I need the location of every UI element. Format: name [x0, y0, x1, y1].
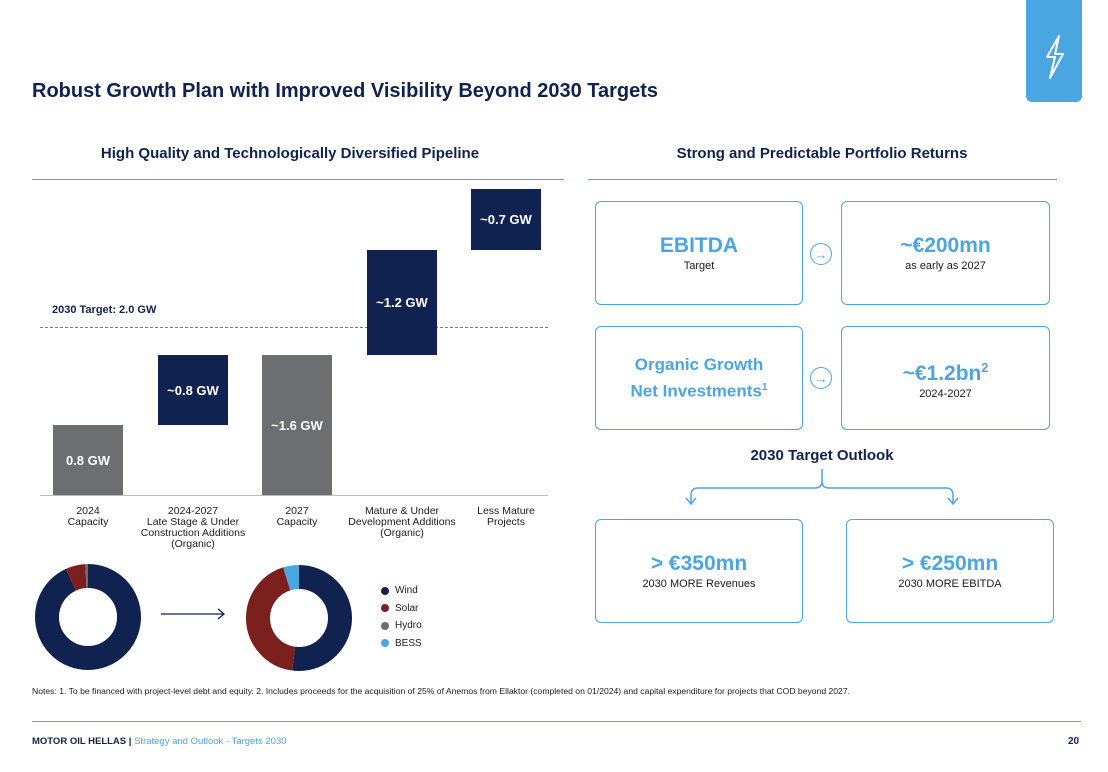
revenues-value: > €350mn [650, 552, 748, 575]
waterfall-bar-label-2: ~1.6 GW [271, 417, 323, 433]
outlook-title: 2030 Target Outlook [750, 447, 894, 464]
returns-section-title: Strong and Predictable Portfolio Returns [676, 145, 968, 162]
footer-rule [32, 721, 1081, 722]
investments-value-box: ~€1.2bn2 2024-2027 [841, 326, 1050, 430]
legend-dot-solar [381, 604, 389, 613]
ebitda-title: EBITDA [659, 234, 739, 257]
donut-legend: Wind Solar Hydro BESS [381, 582, 422, 652]
footer-separator: | [126, 736, 135, 747]
arrow-right-icon [161, 608, 226, 620]
chart-baseline [40, 495, 548, 496]
donut-slice-hydro [35, 564, 141, 670]
waterfall-bar-4: ~0.7 GW [471, 188, 541, 250]
investments-title-line2: Net Investments1 [630, 381, 768, 401]
lightning-icon [1046, 35, 1064, 79]
waterfall-bar-label-3: ~1.2 GW [376, 295, 428, 310]
legend-dot-hydro [381, 621, 389, 630]
notes: Notes: 1. To be financed with project-le… [32, 686, 850, 696]
waterfall-category-label-2: 2027 Capacity [276, 505, 318, 528]
donut-slice-wind [35, 564, 141, 670]
page-title: Robust Growth Plan with Improved Visibil… [32, 80, 659, 102]
waterfall-bar-label-0: 0.8 GW [65, 452, 111, 468]
donut-2024 [34, 563, 142, 676]
ebitda-2030-box: > €250mn 2030 MORE EBITDA [846, 519, 1054, 623]
footnote-1: 1 [761, 382, 768, 394]
ebitda-box: EBITDA Target [595, 201, 803, 305]
donut-arrow [160, 604, 228, 629]
ebitda-value-box: ~€200mn as early as 2027 [841, 201, 1050, 305]
waterfall-category-label-0: 2024 Capacity [67, 505, 109, 528]
right-section-rule [588, 179, 1057, 180]
bracket-arrows-icon [685, 469, 959, 506]
waterfall-category-label-3: Mature & Under Development Additions (Or… [348, 505, 456, 539]
legend-dot-wind [381, 586, 389, 595]
ebitda-sub: Target [683, 260, 715, 272]
footnote-2: 2 [981, 361, 989, 375]
footer-brand: MOTOR OIL HELLAS [32, 736, 127, 747]
target-dashed-line [40, 327, 548, 328]
ebitda-value: ~€200mn [900, 234, 991, 257]
waterfall-category-label-1: 2024-2027 Late Stage & Under Constructio… [140, 505, 246, 550]
ebitda-value-sub: as early as 2027 [905, 260, 986, 272]
waterfall-bar-0: 0.8 GW [53, 425, 123, 495]
arrow-right-circle-icon: → [810, 367, 832, 389]
investments-title-line1: Organic Growth [634, 355, 764, 375]
waterfall-bar-label-4: ~0.7 GW [480, 211, 532, 227]
footer-subtitle: Strategy and Outlook - Targets 2030 [134, 736, 287, 747]
legend-item-bess: BESS [381, 635, 422, 653]
revenues-sub: 2030 MORE Revenues [642, 578, 756, 590]
legend-item-wind: Wind [381, 582, 422, 600]
donut-slice-solar [246, 565, 352, 671]
donut-2027 [245, 564, 353, 677]
arrow-right-circle-icon: → [810, 243, 832, 265]
waterfall-bar-2: ~1.6 GW [262, 355, 332, 495]
legend-item-solar: Solar [381, 600, 422, 618]
investments-value-sub: 2024-2027 [919, 388, 972, 400]
left-section-rule [32, 179, 564, 180]
brand-tab [1026, 0, 1082, 102]
investments-value: ~€1.2bn2 [902, 361, 989, 385]
target-line-label: 2030 Target: 2.0 GW [52, 304, 157, 316]
page-number: 20 [1068, 736, 1080, 747]
waterfall-bar-label-1: ~0.8 GW [167, 382, 219, 398]
waterfall-category-label-4: Less Mature Projects [477, 505, 535, 528]
footer: MOTOR OIL HELLAS | Strategy and Outlook … [32, 736, 287, 747]
legend-item-hydro: Hydro [381, 617, 422, 635]
pipeline-section-title: High Quality and Technologically Diversi… [100, 145, 480, 162]
legend-dot-bess [381, 639, 389, 648]
waterfall-bar-1: ~0.8 GW [158, 355, 228, 425]
investments-box: Organic Growth Net Investments1 [595, 326, 803, 430]
ebitda-2030-sub: 2030 MORE EBITDA [898, 578, 1002, 590]
donut-slice-bess [246, 565, 352, 671]
outlook-bracket [680, 467, 970, 514]
waterfall-bar-3: ~1.2 GW [367, 250, 437, 355]
ebitda-2030-value: > €250mn [901, 552, 999, 575]
revenues-box: > €350mn 2030 MORE Revenues [595, 519, 803, 623]
